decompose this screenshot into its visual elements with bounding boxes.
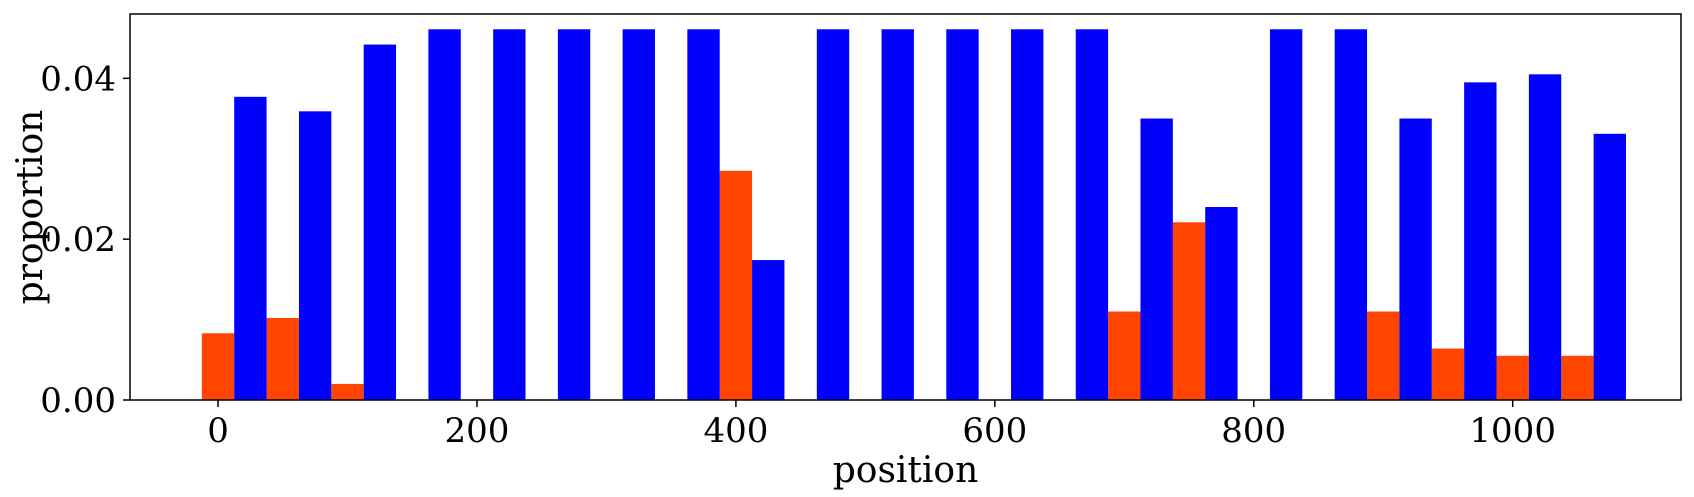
bars-group <box>201 29 1626 401</box>
bar-series-1-x-1075 <box>1593 133 1626 400</box>
bar-series-1-x-625 <box>1011 29 1044 400</box>
bar-series-1-x-75 <box>298 111 332 400</box>
bar-series-0-x-750 <box>1172 222 1206 400</box>
bar-series-0-x-900 <box>1367 311 1400 400</box>
bar-series-1-x-175 <box>428 29 461 400</box>
x-tick-label: 600 <box>962 411 1027 451</box>
x-tick-label: 0 <box>207 411 229 451</box>
plot-frame <box>129 13 1682 401</box>
bar-series-1-x-125 <box>363 44 397 400</box>
bar-series-1-x-725 <box>1140 118 1173 401</box>
bar-series-0-x-0 <box>201 333 235 400</box>
y-tick-label: 0.00 <box>40 381 116 421</box>
x-tick-label: 400 <box>703 411 768 451</box>
x-tick-label: 200 <box>445 411 510 451</box>
bar-series-1-x-525 <box>881 29 914 400</box>
bar-series-1-x-225 <box>493 29 526 400</box>
bar-series-0-x-950 <box>1431 348 1465 400</box>
bar-series-1-x-775 <box>1205 207 1238 400</box>
bar-series-0-x-1050 <box>1561 355 1594 400</box>
x-axis-label: position <box>833 450 979 491</box>
x-tick-label: 800 <box>1221 411 1286 451</box>
bar-series-1-x-925 <box>1399 118 1432 401</box>
bar-series-1-x-325 <box>622 29 655 400</box>
bar-series-1-x-675 <box>1075 29 1109 400</box>
bar-series-1-x-825 <box>1269 29 1303 400</box>
bar-series-1-x-875 <box>1334 29 1368 400</box>
bar-series-1-x-275 <box>557 29 591 400</box>
bar-series-1-x-25 <box>234 96 267 401</box>
x-axis: 0 200 400 600 800 1000 <box>207 400 1556 451</box>
bar-series-0-x-400 <box>719 170 753 400</box>
y-axis: 0.00 0.02 0.04 <box>40 59 130 421</box>
bar-series-1-x-575 <box>946 29 979 400</box>
bar-series-0-x-100 <box>331 383 364 400</box>
bar-series-0-x-50 <box>266 317 299 400</box>
bar-series-1-x-1025 <box>1528 74 1562 400</box>
bar-series-1-x-375 <box>687 29 720 400</box>
y-tick-label: 0.02 <box>40 220 116 260</box>
y-tick-label: 0.04 <box>40 59 116 99</box>
bar-series-1-x-425 <box>752 260 785 400</box>
bar-series-1-x-975 <box>1464 82 1497 401</box>
bar-series-0-x-1000 <box>1496 355 1529 400</box>
x-tick-label: 1000 <box>1469 411 1556 451</box>
bar-series-1-x-475 <box>816 29 850 400</box>
bar-series-0-x-700 <box>1108 311 1141 400</box>
y-axis-label: proportion <box>10 110 51 305</box>
